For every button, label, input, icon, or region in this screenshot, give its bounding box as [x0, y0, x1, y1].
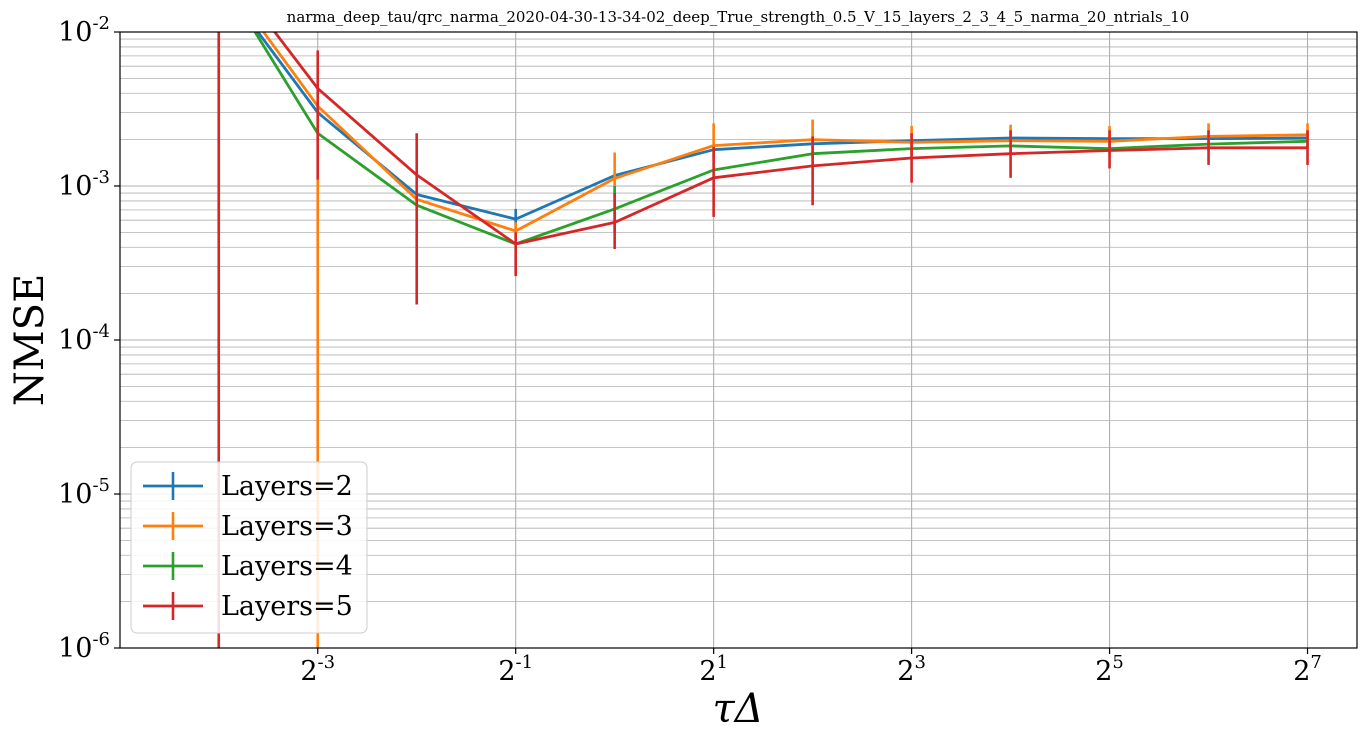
x-tick-label: 23: [897, 652, 926, 687]
series-line: [273, 32, 1308, 246]
x-tick-label: 2-1: [498, 652, 533, 687]
y-tick-label: 10-5: [58, 475, 110, 510]
y-axis-label: NMSE: [7, 274, 53, 407]
chart-title: narma_deep_tau/qrc_narma_2020-04-30-13-3…: [287, 8, 1190, 26]
legend-item: Layers=5: [143, 591, 353, 622]
x-tick-label: 25: [1095, 652, 1124, 687]
legend: Layers=2 Layers=3 Layers=4 Layers=5: [130, 461, 368, 634]
series-5-layers: [217, 32, 1309, 648]
legend-item: Layers=2: [143, 471, 353, 502]
series-line: [253, 32, 1308, 246]
y-tick-label: 10-6: [58, 629, 110, 664]
x-tick-label: 21: [699, 652, 728, 687]
legend-label: Layers=5: [221, 591, 353, 622]
x-tick-label: 27: [1293, 652, 1322, 687]
series-4-layers: [253, 32, 1308, 246]
legend-label: Layers=2: [221, 471, 353, 502]
series-3-layers: [217, 32, 1309, 648]
y-tick-label: 10-3: [58, 167, 110, 202]
y-tick-label: 10-2: [58, 13, 110, 48]
series-layer: [217, 32, 1309, 648]
y-tick-label: 10-4: [58, 321, 110, 356]
x-tick-label: 2-3: [300, 652, 335, 687]
legend-item: Layers=4: [143, 551, 353, 582]
legend-box: [130, 461, 368, 634]
series-line: [256, 32, 1308, 221]
axis-ticks: 2-3 2-1 21 23 25 27 10-6 10-5 10-4 10-3 10-2: [58, 13, 1322, 687]
series-line: [261, 32, 1308, 233]
series-2-layers: [256, 32, 1308, 230]
legend-item: Layers=3: [143, 511, 353, 542]
legend-label: Layers=3: [221, 511, 353, 542]
x-axis-label: τΔ: [712, 686, 763, 732]
legend-label: Layers=4: [221, 551, 353, 582]
clipped-series: [217, 32, 1309, 648]
